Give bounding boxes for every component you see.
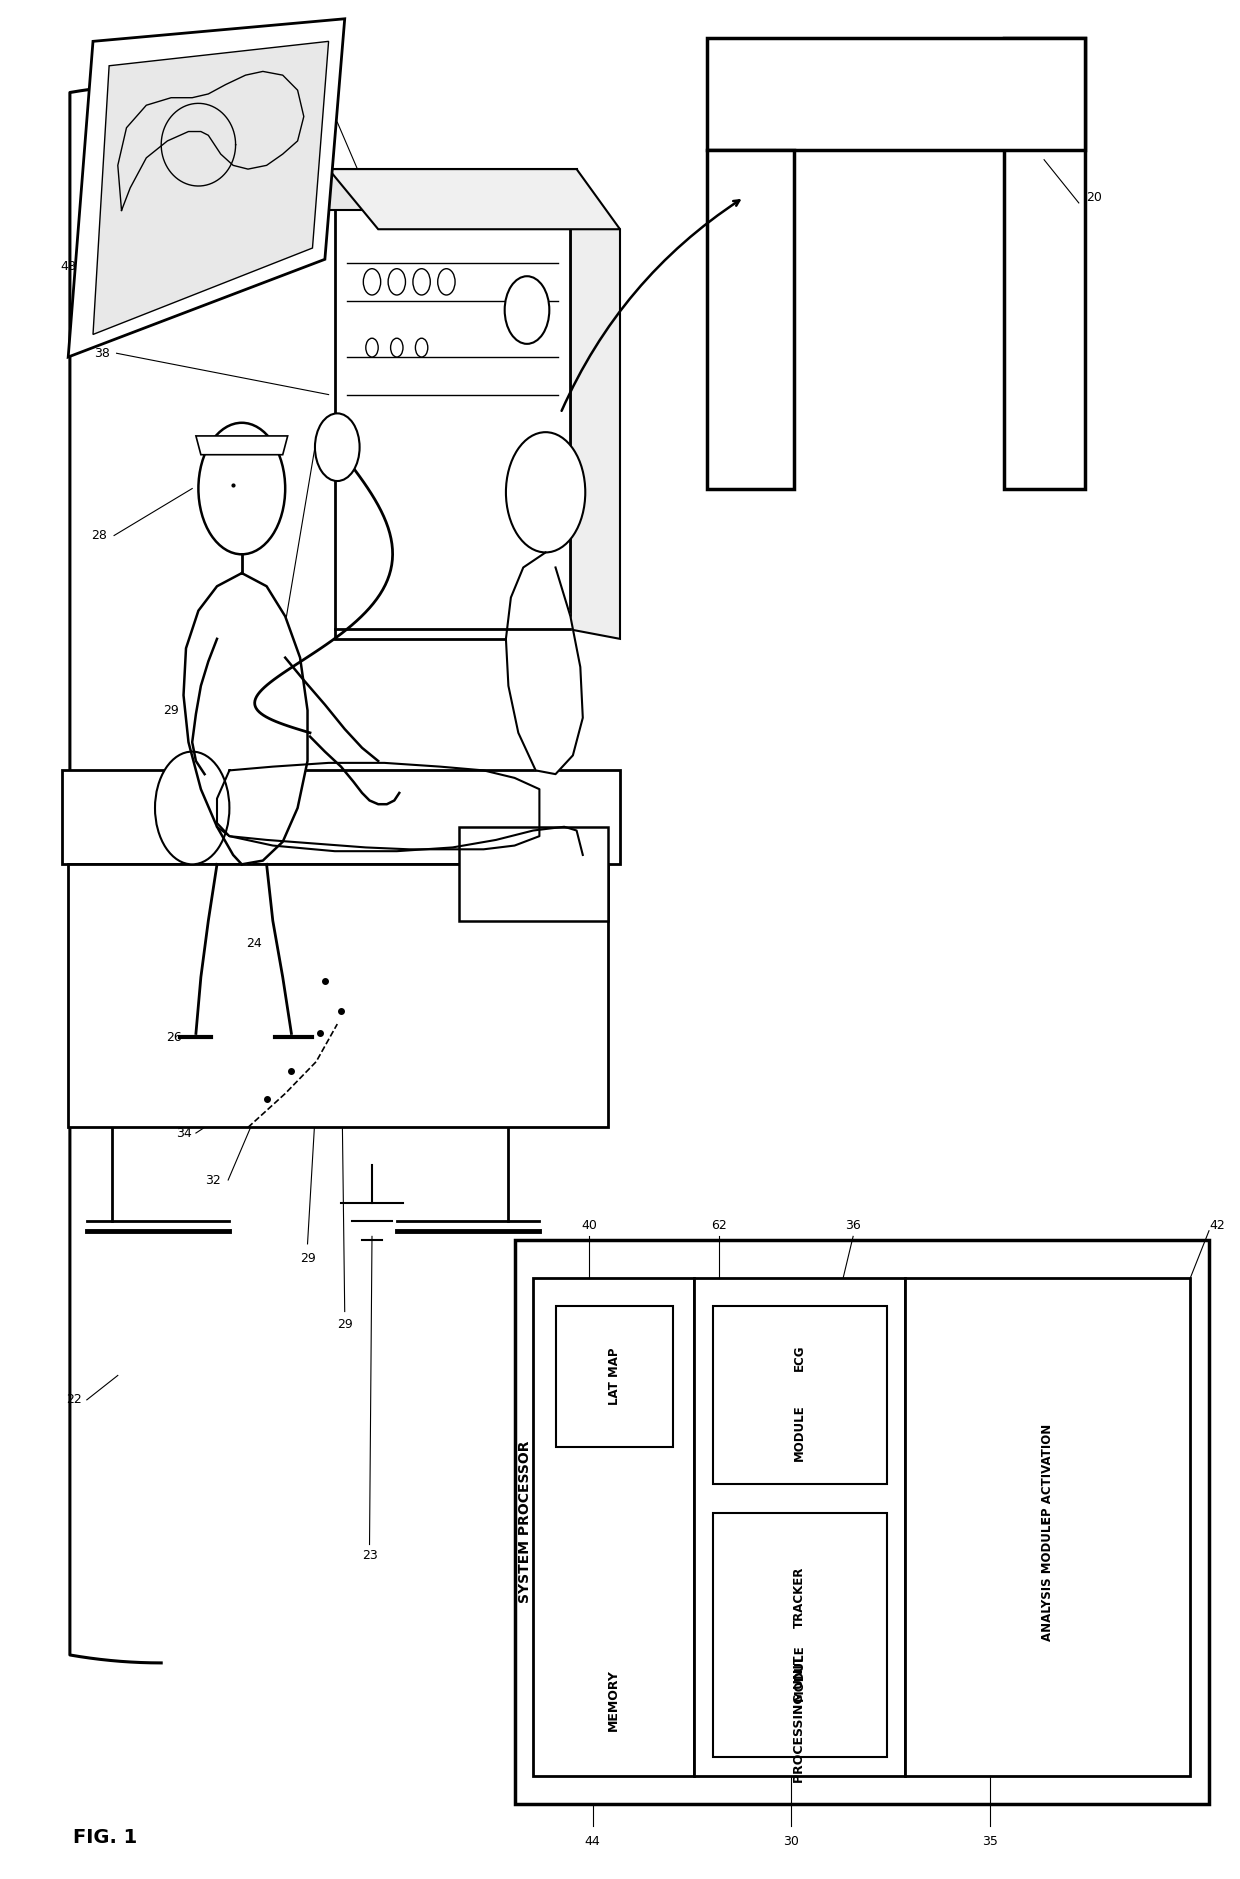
Bar xyxy=(556,1306,673,1447)
Circle shape xyxy=(505,276,549,344)
Circle shape xyxy=(363,269,381,295)
Text: 44: 44 xyxy=(585,1836,600,1847)
Bar xyxy=(459,827,608,921)
Circle shape xyxy=(506,432,585,552)
Text: 26: 26 xyxy=(166,1032,181,1043)
Text: ANALYSIS MODULE: ANALYSIS MODULE xyxy=(1042,1516,1054,1642)
Text: 24: 24 xyxy=(247,938,262,949)
Bar xyxy=(329,169,577,210)
Polygon shape xyxy=(506,552,583,774)
Text: MODULE: MODULE xyxy=(794,1644,806,1700)
Text: 36: 36 xyxy=(846,1219,861,1231)
Text: 35: 35 xyxy=(982,1836,997,1847)
Text: ECG: ECG xyxy=(794,1343,806,1372)
Polygon shape xyxy=(184,573,308,864)
Text: 40: 40 xyxy=(582,1219,596,1231)
Text: 30: 30 xyxy=(784,1836,799,1847)
Circle shape xyxy=(366,338,378,357)
Bar xyxy=(1004,38,1085,489)
Circle shape xyxy=(413,269,430,295)
Polygon shape xyxy=(196,436,288,455)
Text: 23: 23 xyxy=(362,1550,377,1561)
Polygon shape xyxy=(570,188,620,639)
Bar xyxy=(68,864,608,1127)
Bar xyxy=(713,1306,887,1484)
Polygon shape xyxy=(93,41,329,334)
Bar xyxy=(515,1240,1209,1804)
Circle shape xyxy=(198,423,285,554)
Bar xyxy=(533,1278,694,1776)
Text: FIG. 1: FIG. 1 xyxy=(73,1828,138,1847)
Text: 32: 32 xyxy=(206,1174,221,1186)
Text: 20: 20 xyxy=(1086,192,1101,203)
Text: 28: 28 xyxy=(92,530,107,541)
Text: 29: 29 xyxy=(300,1253,315,1265)
Text: 39: 39 xyxy=(263,618,278,629)
Text: 46: 46 xyxy=(374,192,389,203)
Polygon shape xyxy=(329,169,620,229)
Bar xyxy=(707,38,1085,150)
Text: TRACKER: TRACKER xyxy=(794,1567,806,1627)
Text: SYSTEM PROCESSOR: SYSTEM PROCESSOR xyxy=(517,1441,532,1603)
Text: PROCESSING UNIT: PROCESSING UNIT xyxy=(794,1655,806,1783)
Circle shape xyxy=(415,338,428,357)
Bar xyxy=(707,150,794,489)
Text: 29: 29 xyxy=(337,1319,352,1330)
Bar xyxy=(335,188,570,639)
Bar xyxy=(694,1278,905,1776)
Text: 62: 62 xyxy=(712,1219,727,1231)
Text: EP ACTIVATION: EP ACTIVATION xyxy=(1042,1424,1054,1524)
Circle shape xyxy=(391,338,403,357)
Text: 38: 38 xyxy=(94,348,109,359)
Text: 29: 29 xyxy=(164,705,179,716)
Polygon shape xyxy=(68,19,345,357)
Text: 34: 34 xyxy=(176,1127,191,1139)
Text: LAT MAP: LAT MAP xyxy=(608,1347,621,1405)
Circle shape xyxy=(315,413,360,481)
Bar xyxy=(62,770,620,864)
Bar xyxy=(713,1513,887,1757)
Text: MODULE: MODULE xyxy=(794,1404,806,1462)
Text: MEMORY: MEMORY xyxy=(608,1670,620,1731)
Text: 22: 22 xyxy=(67,1394,82,1405)
Circle shape xyxy=(438,269,455,295)
Text: 48: 48 xyxy=(61,261,76,272)
Circle shape xyxy=(388,269,405,295)
Text: 42: 42 xyxy=(1210,1219,1225,1231)
Circle shape xyxy=(155,752,229,864)
Bar xyxy=(905,1278,1190,1776)
